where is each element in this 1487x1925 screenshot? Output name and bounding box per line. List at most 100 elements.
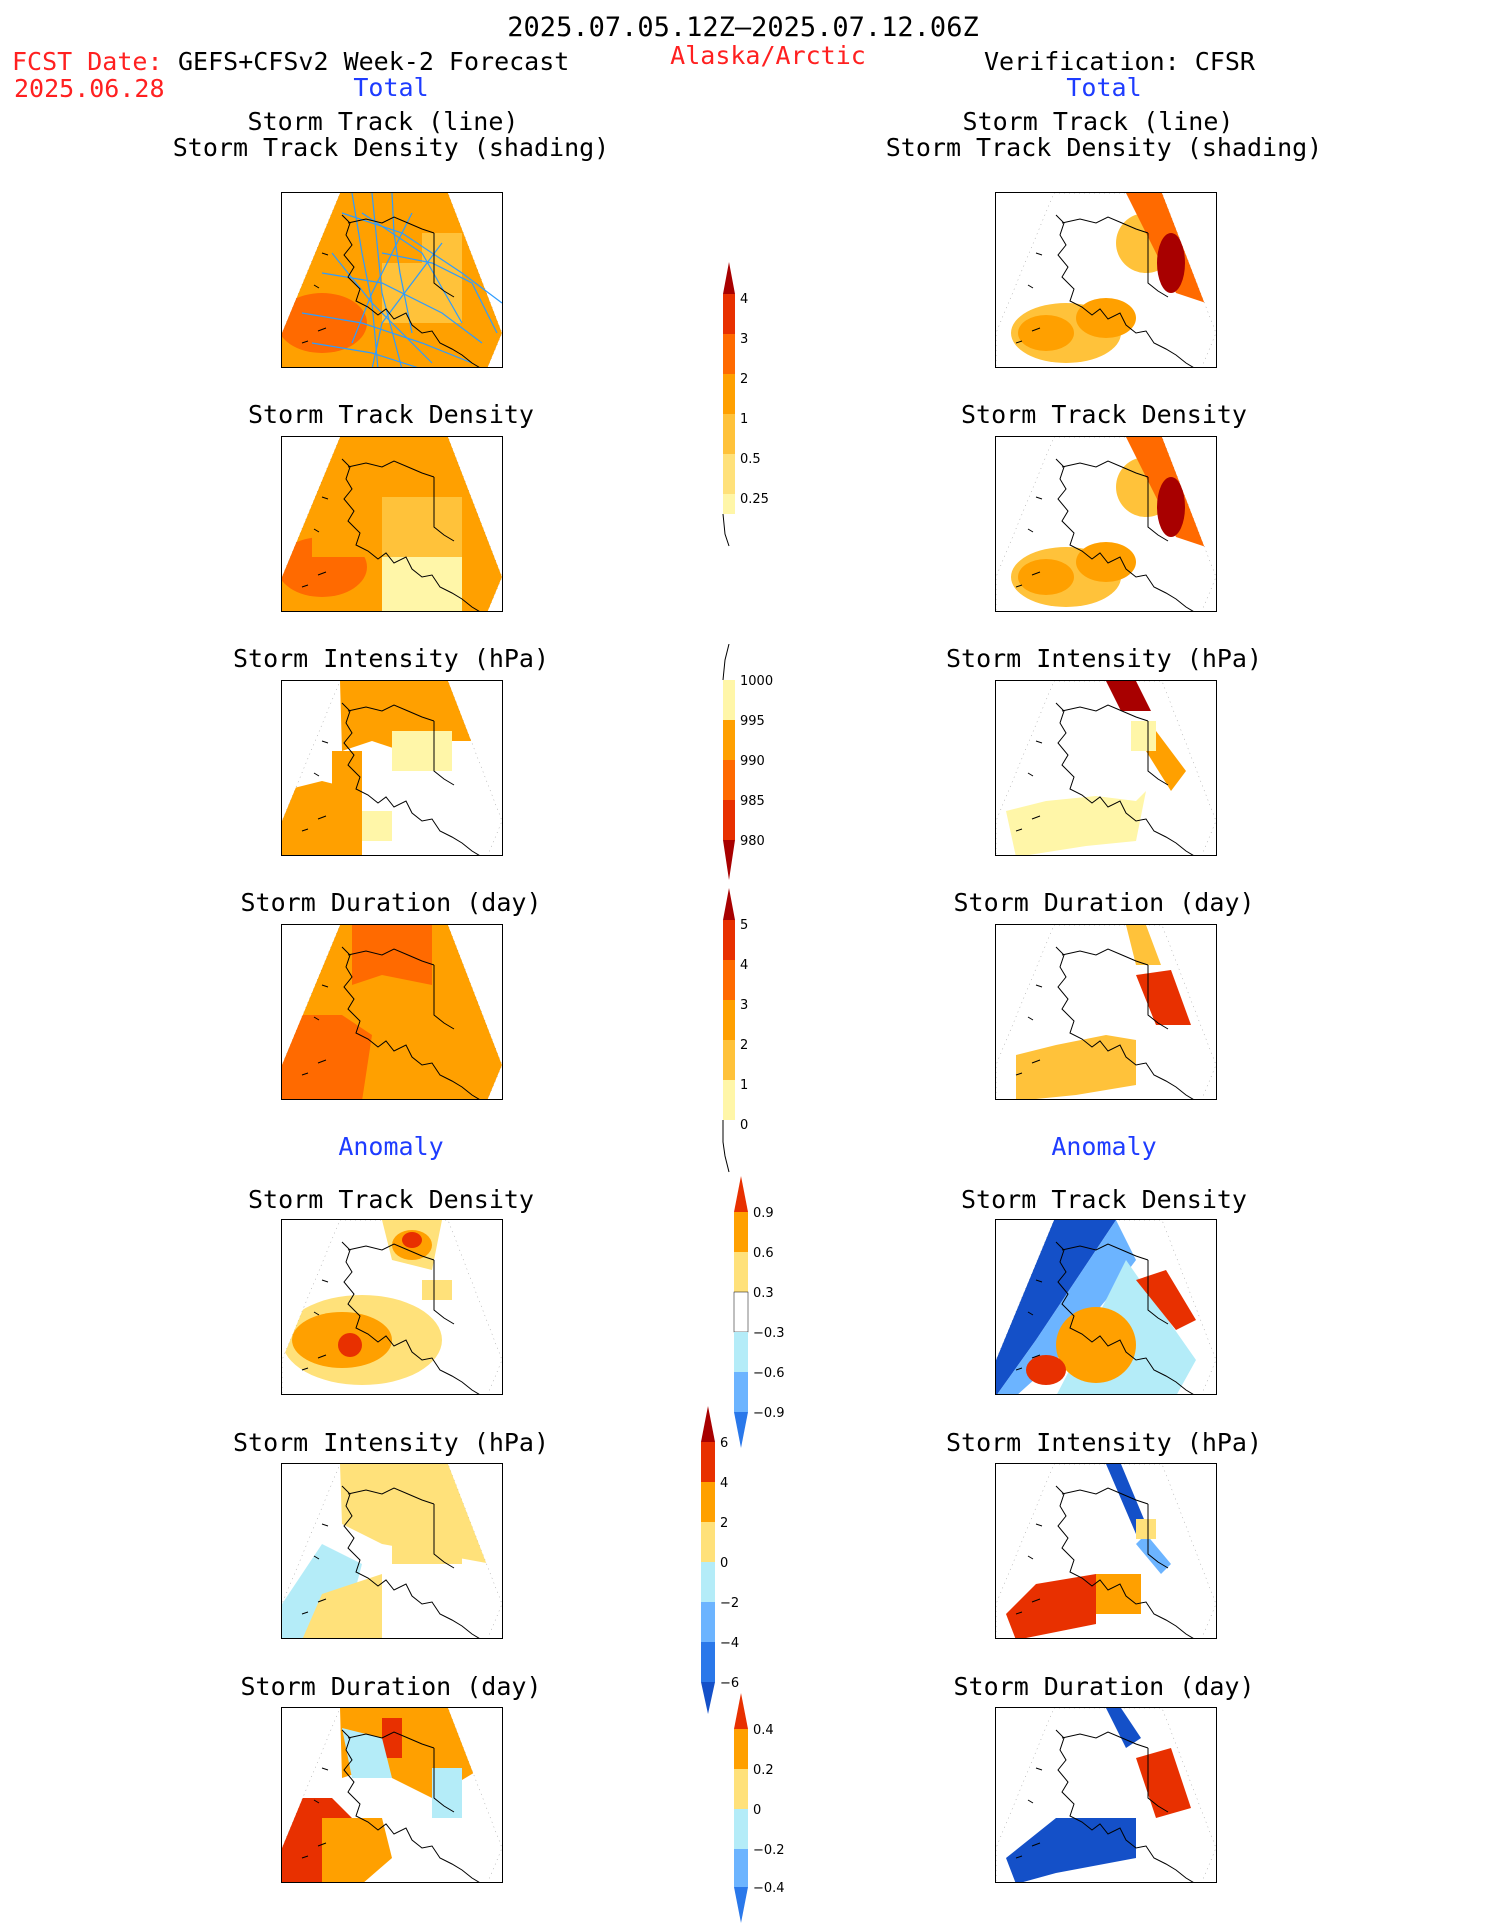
cbar-tick: 1000 bbox=[740, 674, 773, 689]
coastline bbox=[1055, 946, 1194, 1099]
island bbox=[1015, 496, 1043, 588]
coastline bbox=[341, 1729, 480, 1882]
cbar-swatch bbox=[723, 454, 735, 494]
coastline bbox=[341, 1485, 480, 1638]
field-patch bbox=[1076, 298, 1136, 338]
coastline bbox=[1055, 1241, 1194, 1394]
title-intensity-left: Storm Intensity (hPa) bbox=[232, 644, 550, 673]
field-patch bbox=[342, 1728, 392, 1778]
cbar-tick: 0 bbox=[720, 1556, 728, 1571]
title-intensity-anom-right: Storm Intensity (hPa) bbox=[945, 1428, 1263, 1457]
field-patch bbox=[1018, 559, 1074, 595]
cbar-tick: 1 bbox=[740, 1078, 748, 1093]
cbar-swatch bbox=[723, 1040, 735, 1080]
coastline bbox=[1061, 948, 1149, 966]
border-line bbox=[1147, 1504, 1169, 1569]
island bbox=[1015, 1279, 1043, 1371]
cbar-tick: −4 bbox=[720, 1636, 739, 1651]
field-patch bbox=[332, 751, 362, 791]
cbar-tick: 2 bbox=[740, 1038, 748, 1053]
map-duration-forecast bbox=[281, 924, 503, 1100]
cbar-tick: −0.4 bbox=[753, 1881, 785, 1896]
field-patch bbox=[1026, 1355, 1066, 1385]
map-canvas bbox=[282, 193, 502, 367]
field-patch bbox=[352, 925, 432, 985]
cbar-swatch bbox=[723, 800, 735, 840]
right-anomaly-label: Anomaly bbox=[1051, 1132, 1157, 1161]
storm-track-line bbox=[331, 252, 433, 364]
cbar-swatch bbox=[701, 1442, 715, 1482]
fcst-model-label: GEFS+CFSv2 Week-2 Forecast bbox=[178, 47, 570, 76]
field-patch bbox=[1018, 315, 1074, 351]
map-density-verification bbox=[995, 436, 1217, 612]
title-track-line-left: Storm Track (line) bbox=[247, 107, 519, 136]
field-patch bbox=[1106, 681, 1151, 711]
field-patch bbox=[1016, 1035, 1136, 1099]
field-patch bbox=[1006, 791, 1146, 855]
field-patch bbox=[402, 1232, 422, 1248]
colorbar-intensity-anomaly: 6 4 2 0 −2 −4 −6 bbox=[701, 1406, 739, 1714]
storm-track-line bbox=[381, 252, 498, 334]
verification-label: Verification: CFSR bbox=[984, 47, 1255, 76]
field-patch bbox=[392, 731, 452, 771]
border-line bbox=[433, 1748, 455, 1813]
field-patch bbox=[432, 1768, 462, 1818]
coastline bbox=[347, 1487, 435, 1505]
field-patch bbox=[322, 1818, 392, 1882]
forecast-period-title: 2025.07.05.12Z–2025.07.12.06Z bbox=[507, 12, 979, 43]
cbar-tick: 4 bbox=[740, 958, 748, 973]
coastline bbox=[1061, 704, 1149, 722]
map-canvas bbox=[282, 681, 502, 855]
cbar-swatch bbox=[701, 1482, 715, 1522]
island bbox=[1015, 740, 1043, 832]
map-canvas bbox=[996, 437, 1216, 611]
storm-track-line bbox=[301, 312, 473, 364]
field-patch bbox=[1136, 1748, 1191, 1818]
coastline bbox=[347, 460, 435, 478]
colorbar-duration-total: 5 4 3 2 1 0 bbox=[722, 888, 748, 1173]
map-canvas bbox=[282, 1708, 502, 1882]
cbar-tick: −0.6 bbox=[753, 1366, 785, 1381]
cbar-arrow-bottom bbox=[734, 1887, 748, 1923]
field-patch bbox=[282, 1015, 372, 1099]
coastline bbox=[1055, 214, 1194, 367]
island bbox=[1015, 1523, 1043, 1615]
cbar-arrow-bottom bbox=[701, 1682, 715, 1714]
cbar-tick: 2 bbox=[720, 1516, 728, 1531]
field-patch bbox=[362, 811, 392, 841]
field-patch bbox=[422, 233, 462, 273]
cbar-tick: 3 bbox=[740, 332, 748, 347]
cbar-arrow-top bbox=[734, 1176, 748, 1212]
border-line bbox=[433, 477, 455, 542]
cbar-swatch bbox=[723, 374, 735, 414]
cbar-swatch bbox=[723, 494, 735, 514]
cbar-tick: 0.4 bbox=[753, 1723, 774, 1738]
field-patch bbox=[338, 1333, 362, 1357]
cbar-swatch bbox=[723, 760, 735, 800]
cbar-tick: −2 bbox=[720, 1596, 739, 1611]
map-canvas bbox=[996, 1220, 1216, 1394]
island bbox=[301, 1279, 329, 1371]
coastline bbox=[341, 458, 480, 611]
cbar-swatch bbox=[701, 1642, 715, 1682]
cbar-swatch bbox=[733, 1291, 749, 1333]
cbar-swatch bbox=[734, 1769, 748, 1809]
cbar-swatch bbox=[723, 334, 735, 374]
cbar-tick: 0.5 bbox=[740, 452, 761, 467]
cbar-swatch bbox=[723, 1080, 735, 1120]
cbar-tick: 0 bbox=[753, 1803, 761, 1818]
map-canvas bbox=[996, 681, 1216, 855]
field-patch bbox=[1157, 477, 1185, 537]
cbar-tick: 0.6 bbox=[753, 1246, 774, 1261]
map-canvas bbox=[282, 925, 502, 1099]
coastline bbox=[347, 948, 435, 966]
border-line bbox=[433, 1504, 455, 1569]
cbar-swatch bbox=[734, 1729, 748, 1769]
map-track-density-verification bbox=[995, 192, 1217, 368]
coastline bbox=[341, 1241, 480, 1394]
field-patch bbox=[302, 1574, 382, 1638]
title-density-right: Storm Track Density bbox=[961, 400, 1247, 429]
title-duration-right: Storm Duration (day) bbox=[953, 888, 1255, 917]
cbar-swatch bbox=[701, 1562, 715, 1602]
field-patch bbox=[422, 1280, 452, 1300]
